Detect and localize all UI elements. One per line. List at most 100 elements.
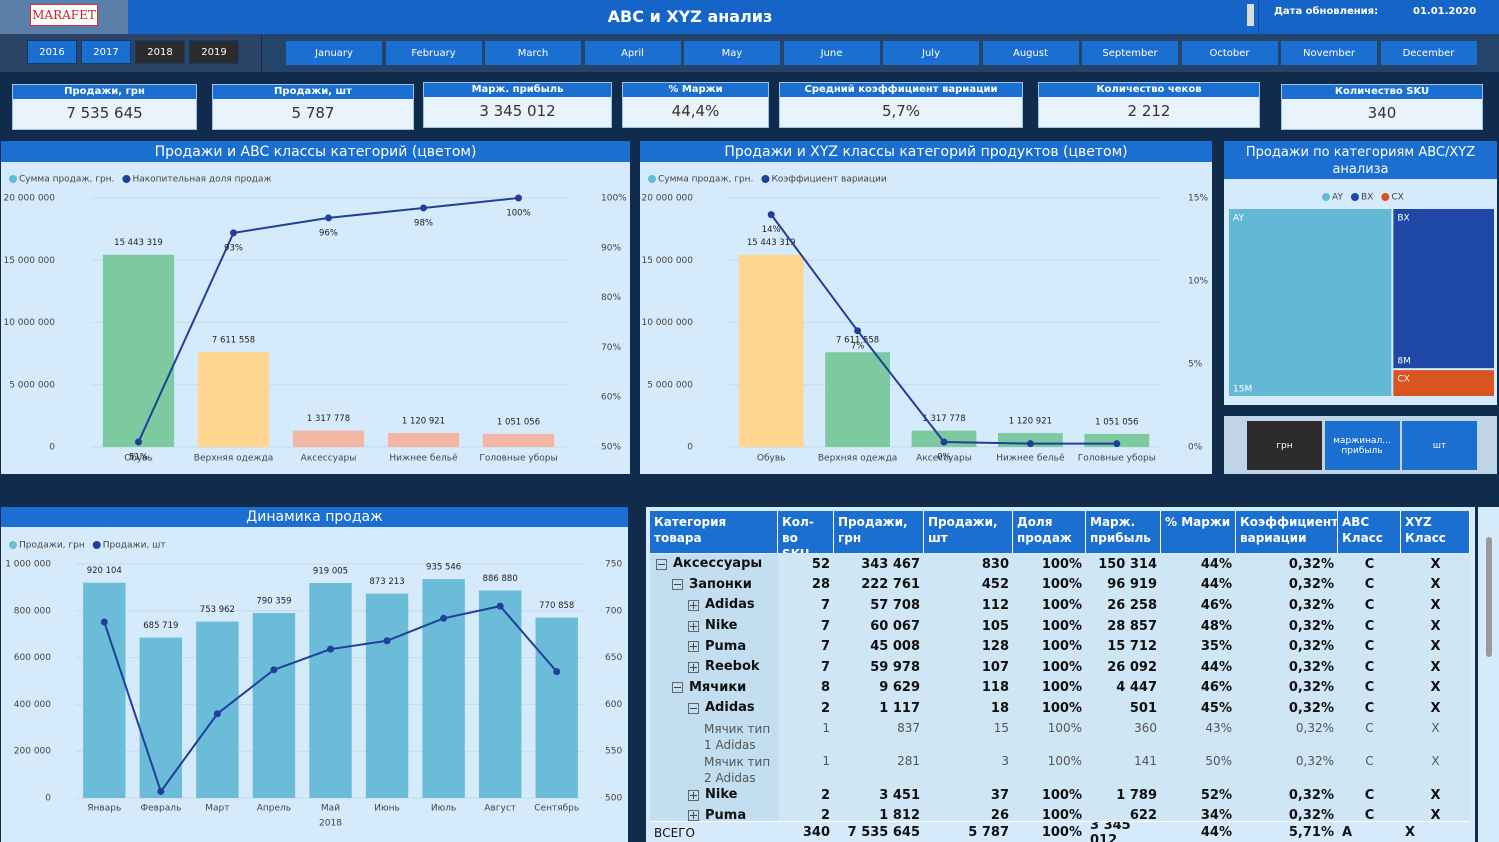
expand-toggle[interactable]	[672, 682, 683, 694]
table-cell: 44%	[1200, 577, 1232, 593]
kpi-value: 2 212	[1127, 102, 1171, 120]
legend-label: Продажи, грн	[19, 541, 85, 551]
table-cell: C	[1365, 720, 1374, 735]
data-label: 7 611 558	[836, 336, 879, 346]
expand-toggle[interactable]	[688, 599, 699, 611]
year-button[interactable]: 2016	[27, 40, 77, 64]
month-button[interactable]: December	[1380, 41, 1477, 65]
bar	[482, 433, 555, 447]
month-button[interactable]: May	[684, 41, 780, 65]
expand-toggle[interactable]	[688, 789, 699, 801]
data-label: 7%	[851, 341, 865, 351]
table-cell: 622	[1129, 808, 1157, 824]
expand-toggle[interactable]	[688, 641, 699, 653]
data-label: 1 120 921	[1009, 417, 1052, 427]
bar	[309, 582, 352, 798]
expand-toggle[interactable]	[688, 661, 699, 673]
line	[770, 214, 1117, 445]
month-button[interactable]: April	[584, 41, 681, 65]
expand-toggle[interactable]	[656, 558, 667, 570]
line-point	[767, 211, 775, 219]
column-header: Кол-во SKU	[778, 511, 834, 553]
table-cell: C	[1364, 639, 1375, 655]
table-cell: 44%	[1200, 556, 1232, 572]
y-tick-label: 1 000 000	[5, 560, 51, 570]
table-cell: 3 451	[879, 787, 920, 803]
legend-label: CX	[1391, 193, 1403, 203]
y-tick-label: 5 000 000	[647, 380, 693, 390]
table-cell: 35%	[1200, 639, 1232, 655]
data-label: 0%	[937, 453, 951, 463]
table-row: Adidas 7 57 708 112 100% 26 258 46% 0,32% C X	[650, 595, 1470, 617]
y-tick-label: 20 000 000	[641, 194, 693, 204]
table-cell: Adidas	[650, 595, 778, 616]
table-cell: 1 789	[1116, 787, 1157, 803]
table-cell: 100%	[1041, 556, 1082, 572]
data-label: 1 317 778	[307, 414, 350, 424]
kpi-label: Количество чеков	[1039, 83, 1259, 97]
table-cell: 0,32%	[1288, 659, 1334, 675]
month-button[interactable]: July	[883, 41, 979, 65]
kpi-value: 340	[1367, 104, 1397, 122]
unit-button[interactable]: грн	[1247, 421, 1322, 470]
table-cell: Мячики	[650, 677, 778, 699]
table-cell: 7	[820, 659, 830, 675]
table-cell: 128	[981, 639, 1009, 655]
table-cell: 501	[1129, 700, 1157, 716]
month-button[interactable]: February	[385, 41, 482, 65]
y2-tick-label: 10%	[1188, 277, 1208, 287]
table-cell: 18	[990, 700, 1009, 716]
treemap-cell	[1393, 370, 1494, 396]
column-header: Марж. прибыль	[1086, 511, 1161, 553]
update-date: 01.01.2020	[1413, 6, 1477, 17]
table-cell: 60 067	[870, 618, 920, 634]
chart: Сумма продаж, грн. Накопительная доля про…	[3, 175, 627, 464]
table-cell: Nike	[650, 784, 778, 806]
table-cell: X	[1430, 577, 1441, 593]
table-cell: 45%	[1200, 700, 1232, 716]
year-button[interactable]: 2019	[189, 40, 239, 64]
y-tick-label: 600 000	[14, 653, 51, 663]
column-header: Доля продаж	[1013, 511, 1086, 553]
month-button[interactable]: November	[1281, 41, 1377, 65]
line-point	[1113, 440, 1121, 448]
table-cell: Запонки	[650, 574, 778, 596]
data-label: 685 719	[143, 621, 178, 631]
data-label: 1 051 056	[1095, 417, 1138, 427]
line-point	[854, 327, 862, 335]
line-point	[440, 614, 448, 622]
year-button[interactable]: 2018	[135, 40, 185, 64]
expand-toggle[interactable]	[688, 620, 699, 632]
data-label: 1 051 056	[497, 417, 540, 427]
column-header: Продажи, грн	[834, 511, 924, 553]
month-button[interactable]: October	[1181, 41, 1278, 65]
month-button[interactable]: June	[783, 41, 880, 65]
month-button[interactable]: August	[982, 41, 1079, 65]
kpi-label: Марж. прибыль	[424, 83, 611, 97]
column-header: XYZ Класс	[1401, 511, 1470, 553]
abc-panel: Продажи и ABC классы категорий (цветом) …	[1, 141, 630, 474]
month-button[interactable]: September	[1082, 41, 1178, 65]
table-cell: 830	[981, 556, 1009, 572]
line-point	[135, 438, 142, 446]
month-button[interactable]: March	[485, 41, 581, 65]
year-button[interactable]: 2017	[81, 40, 131, 64]
table-cell: 28	[811, 577, 830, 593]
x-tick-label: Нижнее бельё	[389, 454, 458, 464]
table-row: Puma 7 45 008 128 100% 15 712 35% 0,32% C X	[650, 636, 1470, 658]
unit-button[interactable]: шт	[1402, 421, 1477, 470]
unit-button[interactable]: маржинал... прибыль	[1324, 421, 1400, 470]
legend-swatch	[9, 175, 17, 183]
table-row: Nike 2 3 451 37 100% 1 789 52% 0,32% C X	[650, 784, 1470, 807]
kpi-card: Продажи, шт 5 787	[212, 84, 414, 130]
month-button[interactable]: January	[286, 41, 382, 65]
expand-toggle[interactable]	[672, 579, 683, 591]
expand-toggle[interactable]	[688, 810, 699, 822]
total-cell: 3 345 012	[1090, 822, 1131, 842]
table-cell: 0,32%	[1288, 700, 1334, 716]
table-cell: 52%	[1200, 787, 1232, 803]
expand-toggle[interactable]	[688, 702, 699, 714]
x-tick-label: Июль	[431, 804, 456, 814]
separator	[1247, 4, 1254, 26]
bar	[252, 613, 296, 798]
